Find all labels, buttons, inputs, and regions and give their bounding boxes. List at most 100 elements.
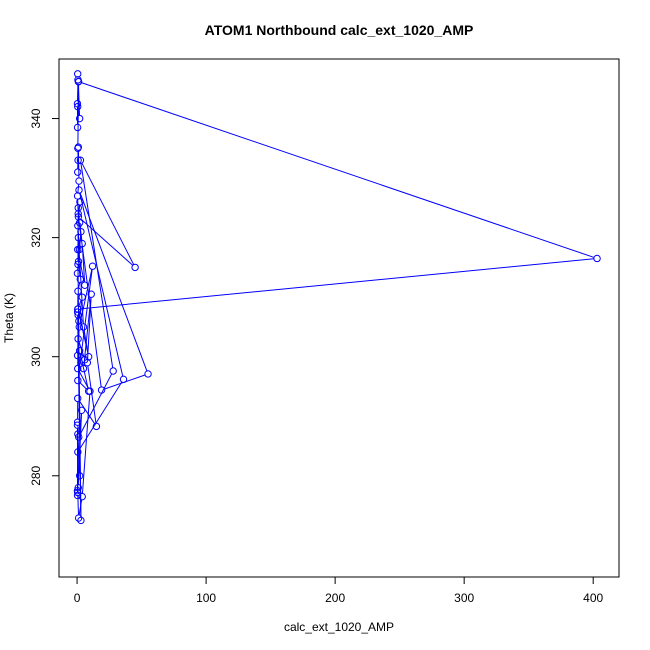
data-point: [74, 168, 82, 176]
data-point: [73, 491, 82, 500]
data-point: [74, 70, 82, 78]
series-segment: [77, 109, 80, 116]
data-point: [86, 387, 94, 395]
series-segment: [78, 282, 81, 289]
data-point: [84, 353, 93, 361]
data-point: [77, 406, 86, 414]
data-point: [109, 367, 117, 375]
series-segment: [81, 246, 86, 283]
data-point: [144, 370, 152, 378]
data-point: [74, 305, 82, 313]
y-tick-label: 280: [29, 465, 43, 485]
y-tick-label: 300: [29, 346, 43, 366]
series-segment: [77, 184, 80, 193]
series-segment: [77, 425, 79, 434]
series-segment: [78, 210, 80, 220]
series-segment: [87, 365, 97, 424]
data-point: [74, 488, 82, 497]
series-segment: [79, 382, 87, 390]
data-point: [79, 364, 88, 373]
series-segment: [79, 400, 96, 424]
data-point: [75, 219, 84, 227]
x-tick-label: 200: [325, 591, 345, 605]
data-point: [74, 77, 83, 86]
x-tick-label: 300: [454, 591, 474, 605]
data-point: [78, 239, 86, 248]
y-axis-label: Theta (K): [2, 293, 16, 343]
data-point: [119, 375, 128, 384]
series-points: [73, 70, 601, 525]
data-point: [74, 287, 82, 295]
data-point: [79, 323, 88, 331]
series-segment: [81, 258, 594, 310]
series-segment: [81, 162, 135, 265]
series-segment: [78, 299, 82, 307]
data-point: [75, 323, 83, 331]
series-segment: [77, 269, 93, 378]
data-point: [88, 262, 97, 270]
data-point: [75, 433, 83, 441]
data-point: [78, 293, 86, 301]
data-point: [87, 290, 95, 298]
y-tick-label: 340: [29, 108, 43, 128]
series-lines: [76, 82, 595, 518]
data-point: [131, 263, 139, 272]
series-segment: [78, 371, 89, 389]
data-point: [74, 245, 82, 254]
data-point: [74, 204, 82, 212]
data-point: [73, 351, 82, 360]
data-point: [74, 102, 82, 111]
data-point: [75, 186, 83, 194]
data-point: [74, 394, 82, 403]
data-point: [74, 233, 83, 242]
plot-box: [58, 58, 620, 578]
x-tick-label: 0: [74, 591, 81, 605]
y-axis: 280 300 320 340: [29, 108, 60, 486]
x-tick-label: 400: [583, 591, 603, 605]
data-point: [74, 257, 83, 266]
data-point: [74, 448, 82, 456]
data-point: [75, 347, 84, 355]
series-segment: [77, 84, 81, 116]
data-point: [81, 281, 89, 289]
series-segment: [80, 218, 134, 266]
data-point: [73, 123, 82, 132]
data-point: [73, 192, 82, 200]
data-point: [73, 308, 82, 316]
data-point: [77, 227, 85, 236]
data-point: [78, 492, 86, 501]
data-point: [73, 421, 82, 429]
x-tick-label: 100: [196, 591, 216, 605]
data-point: [75, 177, 83, 185]
series-segment: [83, 297, 92, 366]
data-point: [74, 143, 83, 151]
chart-title: ATOM1 Northbound calc_ext_1020_AMP: [205, 22, 474, 38]
data-point: [76, 156, 85, 164]
series-segment: [79, 192, 148, 372]
data-point: [74, 483, 82, 492]
data-point: [76, 275, 84, 283]
series-segment: [81, 82, 595, 258]
data-point: [73, 269, 82, 278]
y-tick-label: 320: [29, 227, 43, 247]
data-point: [73, 418, 82, 426]
data-point: [97, 386, 106, 394]
data-point: [77, 516, 85, 525]
series-segment: [78, 312, 89, 354]
series-segment: [79, 192, 124, 377]
x-axis-label: calc_ext_1020_AMP: [284, 620, 394, 634]
data-point: [73, 99, 82, 108]
data-point: [74, 514, 83, 522]
data-point: [593, 254, 601, 263]
series-segment: [77, 150, 80, 178]
series-segment: [81, 394, 91, 494]
data-point: [74, 335, 82, 343]
data-point: [92, 422, 101, 431]
x-axis: 0 100 200 300 400: [74, 576, 604, 605]
data-point: [74, 260, 82, 269]
series-segment: [79, 269, 93, 324]
data-point: [74, 364, 82, 373]
data-point: [74, 376, 82, 385]
series-segment: [79, 373, 113, 435]
